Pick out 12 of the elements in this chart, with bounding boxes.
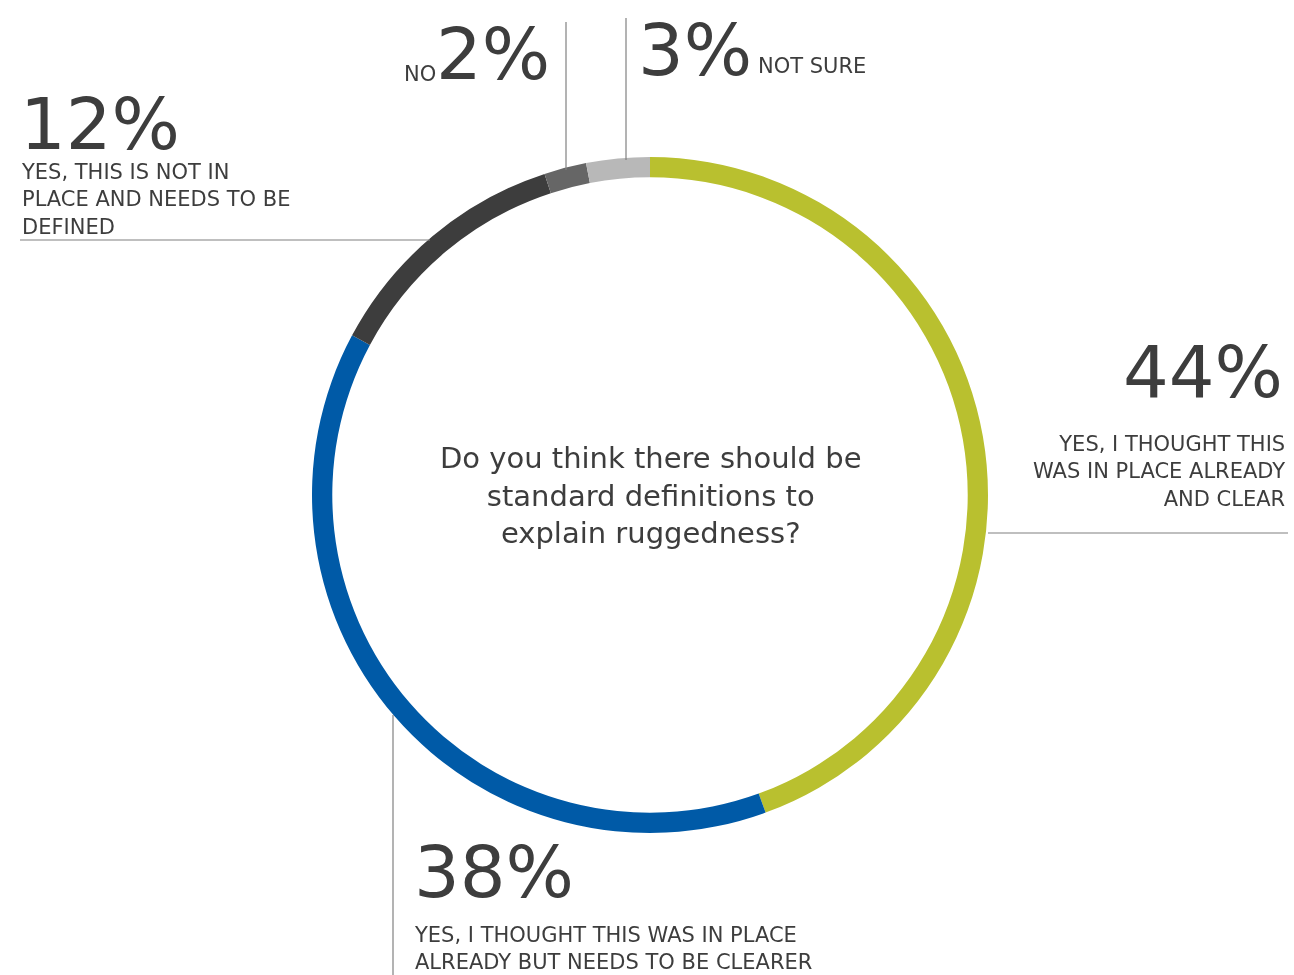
data-label: 38% [414,830,575,914]
slice-label: YES, I THOUGHT THIS WAS IN PLACE ALREADY AND CLEAR [1033,432,1286,511]
donut-slice [352,173,551,345]
donut-slice [586,157,650,184]
slice-label: NOT SURE [758,54,867,78]
donut-slice [544,163,590,194]
text: Do you think there should be standard definitions to explain ruggedness? [440,441,862,551]
data-label: 3% [638,8,753,92]
data-label: 44% [1123,330,1284,414]
data-label: 2% [436,12,551,96]
slice-label: YES, I THOUGHT THIS WAS IN PLACE ALREADY BUT NEEDS TO BE CLEARER [414,923,813,975]
slice-label: NO [404,62,437,86]
